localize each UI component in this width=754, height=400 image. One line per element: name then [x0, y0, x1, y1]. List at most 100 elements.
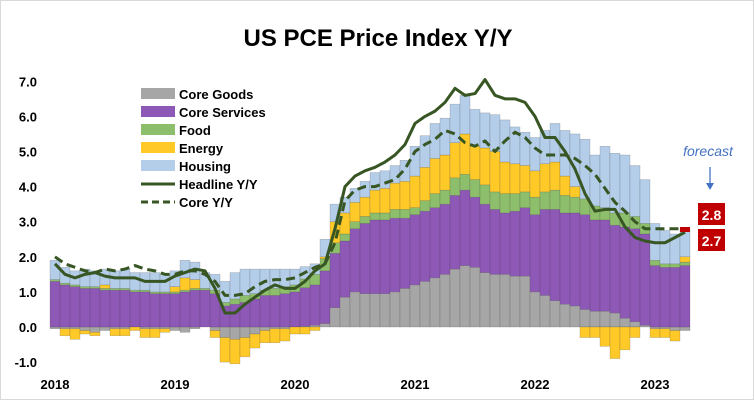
bar-core-services: [519, 207, 531, 277]
bar-core-goods: [599, 310, 611, 328]
line-core-y-y: [54, 128, 685, 297]
bar-core-services: [459, 189, 471, 266]
bar-core-services: [99, 289, 111, 328]
bar-food: [129, 289, 141, 293]
bar-core-goods: [359, 293, 371, 328]
bar-core-goods: [409, 284, 421, 328]
bar-energy: [659, 328, 671, 338]
bar-housing: [439, 117, 451, 156]
bar-housing: [379, 170, 391, 189]
bar-core-services: [189, 289, 201, 328]
bar-core-services: [399, 217, 411, 289]
bar-core-services: [629, 228, 641, 322]
bar-housing: [659, 230, 671, 265]
bar-core-services: [169, 293, 181, 328]
bar-food: [529, 196, 541, 215]
bar-food: [339, 233, 351, 242]
bar-core-goods: [249, 326, 261, 335]
bar-core-goods: [459, 265, 471, 328]
x-tick-label: 2018: [41, 377, 70, 392]
bar-energy: [99, 284, 111, 289]
bar-energy: [469, 145, 481, 180]
bar-core-services: [579, 214, 591, 310]
bar-core-services: [249, 298, 261, 328]
bar-core-services: [109, 289, 121, 328]
bar-food: [679, 261, 691, 266]
bar-housing: [489, 114, 501, 152]
legend-label: Core Services: [179, 105, 266, 120]
bar-core-services: [59, 284, 71, 328]
bar-core-goods: [499, 274, 511, 328]
bar-food: [449, 177, 461, 196]
bar-food: [539, 191, 551, 210]
bar-energy: [339, 212, 351, 235]
bar-food: [569, 196, 581, 214]
bar-food: [269, 288, 281, 296]
bar-energy: [409, 175, 421, 208]
bar-core-services: [339, 240, 351, 298]
bar-food: [349, 221, 361, 229]
bar-food: [509, 193, 521, 212]
y-tick-label: 4.0: [19, 180, 37, 195]
bar-core-goods: [379, 293, 391, 328]
legend-label: Energy: [179, 141, 224, 156]
bar-food: [559, 195, 571, 214]
bar-food: [379, 212, 391, 221]
bar-core-goods: [259, 326, 271, 331]
bar-core-services: [549, 209, 561, 301]
bar-core-goods: [519, 275, 531, 328]
bar-core-goods: [399, 288, 411, 328]
bar-core-services: [439, 203, 451, 275]
bar-food: [99, 288, 111, 291]
bar-core-services: [89, 288, 101, 328]
bar-core-goods: [109, 326, 121, 330]
bar-energy: [249, 333, 261, 349]
bars: [49, 95, 691, 365]
bar-food: [79, 286, 91, 289]
bar-core-services: [319, 270, 331, 324]
bar-core-services: [639, 233, 651, 326]
bar-food: [229, 298, 241, 305]
bar-energy: [169, 286, 181, 293]
bar-core-services: [199, 289, 211, 328]
bar-energy: [119, 328, 131, 337]
bar-core-goods: [239, 326, 251, 338]
bar-core-services: [539, 209, 551, 296]
bar-core-services: [269, 295, 281, 328]
headline-forecast-value: 2.8: [702, 207, 722, 223]
bar-core-services: [669, 267, 681, 328]
bar-energy: [599, 326, 611, 347]
bar-core-services: [309, 284, 321, 326]
bar-core-services: [589, 219, 601, 312]
bar-energy: [529, 170, 541, 198]
bar-energy: [89, 332, 101, 337]
bar-core-goods: [479, 272, 491, 328]
bar-core-goods: [49, 326, 61, 330]
y-tick-label: 0.0: [19, 320, 37, 335]
bar-food: [399, 209, 411, 219]
bar-food: [59, 282, 71, 286]
bar-energy: [309, 326, 321, 331]
bar-energy: [259, 330, 271, 344]
x-tick-label: 2022: [521, 377, 550, 392]
y-tick-label: 1.0: [19, 285, 37, 300]
bar-core-services: [559, 212, 571, 305]
bar-energy: [499, 161, 511, 194]
bar-food: [89, 286, 101, 289]
bar-core-goods: [449, 268, 461, 328]
bar-core-services: [259, 295, 271, 328]
bar-core-goods: [149, 326, 161, 330]
x-tick-label: 2023: [641, 377, 670, 392]
bar-food: [659, 263, 671, 268]
bar-core-services: [329, 253, 341, 308]
bar-food: [549, 189, 561, 210]
bar-core-services: [229, 303, 241, 328]
bar-core-services: [369, 219, 381, 294]
bar-housing: [629, 165, 641, 217]
bar-energy: [389, 182, 401, 210]
bar-energy: [649, 328, 661, 338]
bar-housing: [159, 274, 171, 293]
y-tick-label: 2.0: [19, 250, 37, 265]
bar-core-goods: [419, 281, 431, 328]
bar-energy: [359, 196, 371, 217]
